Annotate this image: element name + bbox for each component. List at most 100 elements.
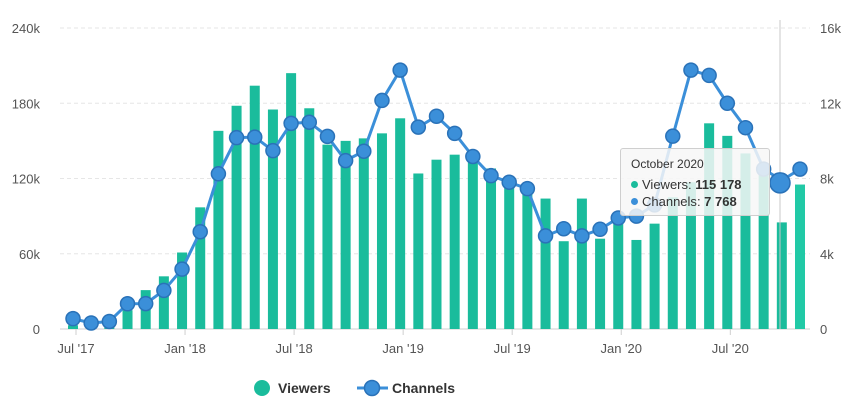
- viewers-bar[interactable]: [249, 85, 260, 329]
- channels-point[interactable]: [319, 128, 336, 145]
- channels-point[interactable]: [83, 315, 99, 331]
- channels-point[interactable]: [119, 296, 136, 312]
- legend: Viewers Channels: [254, 379, 455, 397]
- tooltip-viewers-row: Viewers: 115 178: [631, 176, 759, 193]
- legend-viewers-label: Viewers: [278, 380, 331, 396]
- channels-point[interactable]: [683, 62, 699, 78]
- y-axis-left: 0 60k 120k 180k 240k: [12, 21, 41, 337]
- viewers-bar[interactable]: [740, 153, 751, 329]
- viewers-bar[interactable]: [486, 168, 497, 329]
- viewers-bar[interactable]: [522, 191, 533, 329]
- channels-point[interactable]: [65, 310, 81, 327]
- viewers-bar[interactable]: [267, 109, 278, 329]
- viewers-bar[interactable]: [722, 135, 733, 329]
- viewers-bar[interactable]: [649, 223, 660, 329]
- x-tick-label: Jul '19: [494, 341, 531, 356]
- channels-point[interactable]: [101, 313, 118, 330]
- viewers-bar[interactable]: [122, 310, 133, 329]
- viewers-bar[interactable]: [195, 207, 206, 329]
- tooltip-channels-dot: [631, 198, 638, 205]
- viewers-bar[interactable]: [413, 173, 424, 329]
- channels-point[interactable]: [428, 108, 445, 124]
- chart-tooltip: October 2020 Viewers: 115 178 Channels: …: [620, 148, 770, 216]
- channels-point[interactable]: [537, 228, 554, 244]
- viewers-bar[interactable]: [467, 152, 478, 329]
- channels-point[interactable]: [156, 282, 172, 299]
- tooltip-channels-label: Channels: [642, 194, 697, 209]
- channels-point[interactable]: [592, 221, 608, 238]
- viewers-bar[interactable]: [322, 144, 333, 329]
- channels-point[interactable]: [574, 228, 590, 244]
- viewers-bar[interactable]: [758, 163, 769, 329]
- x-axis: Jul '17 Jan '18 Jul '18 Jan '19 Jul '19 Jan '…: [57, 329, 749, 356]
- legend-item-channels[interactable]: Channels: [357, 379, 455, 397]
- y-left-tick-label: 180k: [12, 96, 41, 111]
- viewers-bar[interactable]: [158, 276, 169, 329]
- legend-channels-label: Channels: [392, 380, 455, 396]
- viewers-bar[interactable]: [795, 184, 805, 329]
- viewers-bar[interactable]: [358, 138, 369, 329]
- viewers-bar[interactable]: [631, 239, 642, 329]
- legend-item-viewers[interactable]: Viewers: [254, 380, 331, 396]
- channels-point[interactable]: [283, 115, 299, 132]
- viewers-bar[interactable]: [558, 241, 569, 329]
- viewers-bar[interactable]: [613, 218, 624, 329]
- y-right-tick-label: 0: [820, 322, 827, 337]
- y-axis-right: 0 4k 8k 12k 16k: [820, 21, 841, 337]
- channels-point[interactable]: [137, 295, 154, 312]
- channels-point[interactable]: [737, 119, 754, 136]
- viewers-bar[interactable]: [704, 123, 715, 329]
- viewers-bar[interactable]: [667, 197, 678, 329]
- viewers-bar[interactable]: [395, 118, 406, 329]
- y-left-tick-label: 60k: [19, 247, 40, 262]
- channels-point[interactable]: [446, 125, 463, 142]
- viewers-bar[interactable]: [449, 154, 460, 329]
- viewers-bar[interactable]: [431, 159, 442, 329]
- channels-point[interactable]: [792, 161, 808, 177]
- tooltip-title: October 2020: [631, 157, 704, 171]
- channels-point[interactable]: [665, 128, 681, 144]
- viewers-bar[interactable]: [376, 133, 387, 329]
- viewers-bar[interactable]: [576, 198, 587, 329]
- channels-point[interactable]: [410, 119, 427, 135]
- legend-viewers-marker: [254, 380, 270, 396]
- viewers-bar[interactable]: [286, 73, 297, 330]
- tooltip-viewers-dot: [631, 181, 638, 188]
- viewers-bar[interactable]: [776, 222, 787, 329]
- channels-point[interactable]: [247, 129, 263, 145]
- channels-point[interactable]: [210, 166, 227, 182]
- y-left-tick-label: 240k: [12, 21, 41, 36]
- tooltip-viewers-value: 115 178: [695, 177, 742, 192]
- channels-point-hover[interactable]: [769, 172, 791, 194]
- viewers-bars: [68, 73, 805, 330]
- channels-point[interactable]: [701, 67, 717, 84]
- viewers-bar[interactable]: [540, 198, 551, 329]
- viewers-bar[interactable]: [213, 130, 224, 329]
- channels-point[interactable]: [501, 174, 517, 191]
- viewers-bar[interactable]: [68, 325, 78, 329]
- channels-point[interactable]: [483, 167, 499, 184]
- channels-point[interactable]: [356, 143, 372, 159]
- channels-point[interactable]: [374, 92, 390, 109]
- channels-point[interactable]: [265, 142, 281, 159]
- y-right-tick-label: 12k: [820, 96, 841, 111]
- viewers-bar[interactable]: [685, 182, 696, 329]
- channels-point[interactable]: [719, 95, 736, 111]
- x-tick-label: Jan '18: [164, 341, 206, 356]
- channels-point[interactable]: [337, 152, 354, 169]
- viewers-bar[interactable]: [504, 183, 515, 329]
- viewers-bar[interactable]: [340, 140, 351, 329]
- channels-point[interactable]: [519, 180, 536, 197]
- channels-point[interactable]: [192, 223, 208, 240]
- channels-point[interactable]: [301, 114, 318, 131]
- viewers-bar[interactable]: [304, 108, 315, 330]
- channels-point[interactable]: [465, 148, 481, 165]
- channels-point[interactable]: [392, 62, 408, 78]
- channels-point[interactable]: [555, 220, 572, 237]
- channels-point[interactable]: [228, 129, 245, 146]
- viewers-bar[interactable]: [177, 252, 188, 329]
- channels-point[interactable]: [174, 261, 190, 277]
- viewers-bar[interactable]: [231, 105, 242, 329]
- viewers-bar[interactable]: [595, 238, 606, 329]
